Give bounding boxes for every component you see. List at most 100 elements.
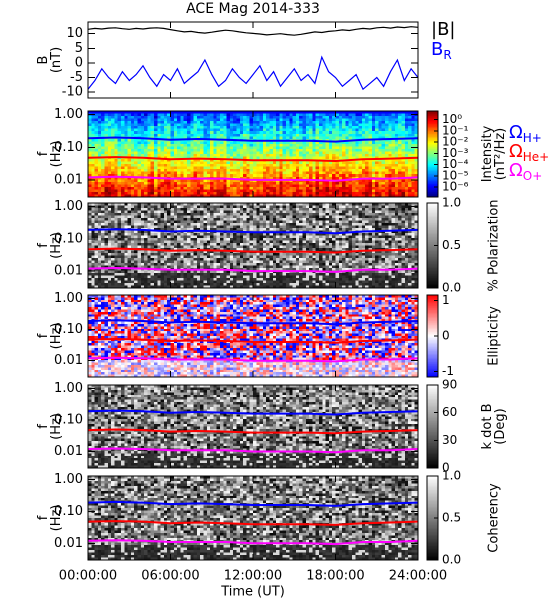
spectrogram-cell: [269, 176, 274, 180]
spectrogram-cell: [315, 156, 320, 160]
spectrogram-cell: [229, 143, 234, 148]
spectrogram-cell: [130, 233, 135, 237]
spectrogram-cell: [203, 143, 208, 148]
spectrogram-cell: [187, 258, 191, 262]
spectrogram-cell: [411, 118, 416, 122]
spectrogram-cell: [124, 121, 129, 125]
spectrogram-cell: [163, 260, 168, 264]
spectrogram-cell: [170, 283, 175, 287]
spectrogram-cell: [183, 238, 188, 242]
spectrogram-cell: [196, 133, 201, 137]
spectrogram-cell: [137, 220, 142, 224]
spectrogram-cell: [144, 255, 148, 259]
spectrogram-cell: [170, 148, 175, 153]
spectrogram-cell: [163, 233, 168, 237]
spectrogram-cell: [292, 156, 297, 160]
spectrogram-cell: [358, 133, 363, 137]
spectrogram-cell: [88, 210, 92, 214]
spectrogram-cell: [127, 164, 132, 168]
spectrogram-cell: [183, 210, 188, 214]
spectrogram-cell: [328, 133, 333, 137]
spectrogram-cell: [187, 280, 191, 284]
spectrogram-cell: [127, 210, 132, 214]
y-tick-label: 10: [66, 26, 83, 41]
spectrogram-cell: [210, 154, 214, 158]
spectrogram-cell: [104, 205, 109, 209]
spectrogram-cell: [107, 283, 112, 287]
spectrogram-cell: [154, 238, 158, 242]
spectrogram-cell: [170, 159, 175, 163]
spectrogram-cell: [345, 133, 350, 137]
spectrogram-cell: [408, 151, 412, 155]
spectrogram-cell: [352, 146, 356, 150]
spectrogram-cell: [200, 265, 205, 269]
spectrogram-cell: [101, 275, 106, 279]
spectrogram-cell: [328, 116, 333, 120]
colorbar-tick-label: 10⁻⁶: [442, 180, 469, 194]
spectrogram-cell: [117, 235, 122, 239]
spectrogram-cell: [154, 179, 158, 183]
spectrogram-cell: [325, 111, 330, 115]
spectrogram-cell: [355, 174, 360, 178]
spectrogram-cell: [101, 258, 106, 262]
spectrogram-cell: [124, 270, 129, 274]
spectrogram-cell: [345, 146, 350, 150]
spectrogram-cell: [299, 194, 304, 198]
spectrogram-cell: [196, 270, 201, 274]
spectrogram-cell: [193, 273, 198, 277]
spectrogram-cell: [249, 169, 254, 173]
spectrogram-cell: [104, 260, 109, 264]
spectrogram-cell: [391, 111, 396, 115]
spectrogram-cell: [91, 166, 96, 170]
spectrogram-cell: [315, 186, 320, 191]
spectrogram-cell: [371, 143, 376, 148]
spectrogram-cell: [220, 186, 224, 191]
spectrogram-cell: [243, 194, 247, 198]
spectrogram-cell: [200, 151, 205, 155]
spectrogram-cell: [220, 265, 224, 269]
colorbar-step: [427, 186, 438, 189]
spectrogram-cell: [319, 164, 323, 168]
spectrogram-cell: [394, 116, 399, 120]
spectrogram-cell: [348, 121, 353, 125]
spectrogram-cell: [140, 243, 145, 247]
spectrogram-cell: [97, 128, 102, 132]
spectrogram-cell: [388, 138, 393, 142]
spectrogram-cell: [134, 179, 139, 183]
spectrogram-cell: [391, 143, 396, 148]
spectrogram-cell: [375, 128, 379, 132]
spectrogram-cell: [101, 225, 106, 229]
spectrogram-cell: [170, 210, 175, 214]
spectrogram-cell: [183, 159, 188, 163]
spectrogram-cell: [101, 270, 106, 274]
spectrogram-cell: [140, 113, 145, 117]
spectrogram-cell: [137, 245, 142, 249]
spectrogram-cell: [88, 283, 92, 287]
spectrogram-cell: [177, 263, 181, 267]
spectrogram-cell: [150, 179, 155, 183]
spectrogram-cell: [286, 148, 290, 153]
spectrogram-cell: [315, 171, 320, 175]
spectrogram-cell: [223, 113, 228, 117]
spectrogram-cell: [325, 154, 330, 158]
spectrogram-cell: [246, 116, 251, 120]
spectrogram-cell: [309, 111, 313, 115]
spectrogram-cell: [305, 191, 310, 196]
spectrogram-cell: [121, 280, 125, 284]
spectrogram-cell: [97, 273, 102, 277]
spectrogram-cell: [404, 189, 409, 193]
spectrogram-cell: [213, 141, 218, 145]
spectrogram-cell: [140, 189, 145, 193]
spectrogram-cell: [88, 141, 92, 145]
spectrogram-cell: [124, 203, 129, 207]
spectrogram-cell: [134, 186, 139, 191]
spectrogram-cell: [213, 228, 218, 232]
spectrogram-cell: [388, 148, 393, 153]
spectrogram-cell: [368, 186, 373, 191]
spectrogram-cell: [183, 141, 188, 145]
spectrogram-cell: [355, 111, 360, 115]
spectrogram-cell: [183, 179, 188, 183]
spectrogram-cell: [163, 191, 168, 196]
spectrogram-cell: [319, 116, 323, 120]
spectrogram-cell: [233, 136, 238, 140]
